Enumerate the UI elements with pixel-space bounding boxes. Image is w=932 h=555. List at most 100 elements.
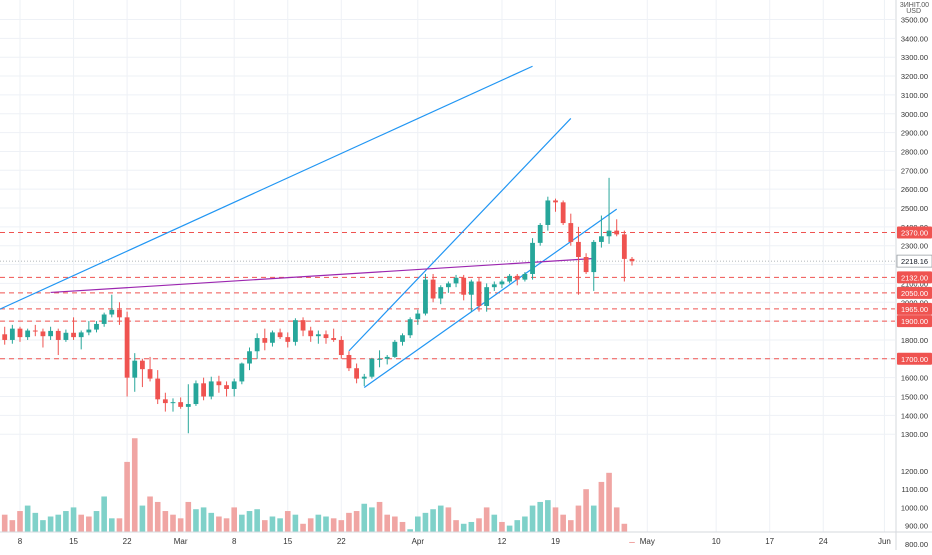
candle-body bbox=[453, 277, 459, 284]
volume-bar bbox=[407, 529, 413, 532]
volume-bar bbox=[78, 514, 84, 532]
volume-bar bbox=[430, 509, 436, 532]
candle-body bbox=[484, 287, 490, 307]
candle-body bbox=[9, 328, 15, 340]
price-tick-label: 3200.00 bbox=[901, 72, 928, 81]
candle-body bbox=[530, 242, 535, 274]
candle-body bbox=[117, 309, 122, 318]
candle-body bbox=[415, 313, 421, 320]
volume-bar bbox=[147, 496, 153, 532]
volume-bar bbox=[47, 516, 54, 532]
candle-body bbox=[32, 330, 38, 332]
volume-tick-label: 900.00 bbox=[905, 522, 928, 531]
volume-bar bbox=[269, 516, 276, 532]
volume-bar bbox=[590, 505, 597, 532]
volume-bar bbox=[552, 507, 559, 532]
volume-tick-label: 800.00 bbox=[905, 540, 928, 549]
volume-bar bbox=[468, 521, 475, 532]
candle-body bbox=[277, 332, 283, 338]
candle-body bbox=[109, 309, 115, 315]
price-tick-label: 1400.00 bbox=[901, 411, 928, 420]
volume-tick-label: 1200.00 bbox=[901, 467, 928, 476]
price-tick-label: 3000.00 bbox=[901, 110, 928, 119]
candle-body bbox=[499, 281, 505, 285]
volume-bar bbox=[101, 496, 107, 532]
volume-bar bbox=[598, 481, 605, 532]
time-tick-label: Jun bbox=[878, 537, 891, 546]
trendlines[interactable] bbox=[0, 65, 618, 388]
volume-bar bbox=[568, 520, 574, 532]
time-tick-label: 10 bbox=[712, 537, 721, 546]
volume-bar bbox=[24, 505, 31, 532]
candle-body bbox=[147, 369, 153, 379]
candle-body bbox=[71, 332, 76, 338]
resistance-line bbox=[50, 257, 594, 294]
last-price-label: 2218.16 bbox=[901, 257, 928, 266]
volume-bar bbox=[40, 520, 46, 532]
volume-bar bbox=[300, 523, 306, 532]
price-tick-label: 2700.00 bbox=[901, 166, 928, 175]
candle-body bbox=[446, 283, 451, 288]
volume-bar bbox=[346, 512, 352, 532]
candle-body bbox=[338, 339, 344, 356]
volume-bar bbox=[70, 507, 77, 532]
candle-body bbox=[239, 363, 245, 382]
level-price-tag bbox=[897, 315, 932, 328]
volume-bar bbox=[17, 511, 23, 532]
candle-body bbox=[25, 330, 31, 338]
price-tick-label: 1500.00 bbox=[901, 393, 928, 402]
candle-body bbox=[369, 358, 375, 377]
volume-bar bbox=[445, 507, 452, 532]
volume-bar bbox=[55, 514, 62, 532]
candle-body bbox=[140, 360, 145, 370]
candle-body bbox=[568, 223, 574, 242]
lower-channel-line bbox=[363, 208, 618, 388]
candle-body bbox=[614, 230, 620, 235]
time-axis[interactable]: 8 15 22 Mar 8 15 22 Apr 12 19 May 10 17 24 Jun bbox=[0, 531, 932, 546]
volume-bar bbox=[491, 514, 498, 532]
candle-body bbox=[201, 383, 206, 397]
level-price-tag bbox=[897, 352, 932, 365]
candle-body bbox=[430, 279, 436, 299]
volume-bar bbox=[86, 516, 92, 532]
price-tick-label: 1800.00 bbox=[901, 336, 928, 345]
level-price-tag bbox=[897, 226, 932, 239]
horizontal-levels bbox=[0, 232, 895, 360]
volume-bar bbox=[277, 518, 283, 532]
candle-body bbox=[599, 236, 604, 242]
level-price-label: 2050.00 bbox=[901, 289, 928, 298]
price-tick-label: 2900.00 bbox=[901, 129, 928, 138]
candle-body bbox=[17, 328, 23, 338]
volume-bar bbox=[422, 512, 429, 532]
volume-bar bbox=[216, 516, 222, 532]
candle-body bbox=[55, 330, 61, 340]
candle-body bbox=[63, 332, 69, 340]
volume-bar bbox=[514, 520, 521, 532]
middle-channel-line bbox=[348, 118, 572, 352]
volume-bar bbox=[606, 472, 612, 532]
volume-bar bbox=[284, 511, 291, 532]
time-tick-label: 15 bbox=[283, 537, 292, 546]
time-tick-label: 22 bbox=[337, 537, 346, 546]
price-tick-label: 3400.00 bbox=[901, 34, 928, 43]
candle-body bbox=[522, 273, 528, 280]
level-price-label: 1965.00 bbox=[901, 305, 928, 314]
candle-body bbox=[507, 275, 512, 282]
volume-bar bbox=[124, 461, 130, 532]
volume-bar bbox=[162, 511, 169, 532]
candle-body bbox=[560, 202, 566, 224]
candle-body bbox=[78, 332, 84, 338]
candle-body bbox=[392, 341, 398, 357]
volume-bar bbox=[193, 509, 199, 532]
volume-bar bbox=[483, 507, 490, 532]
volume-bar bbox=[185, 501, 192, 532]
volume-bar bbox=[529, 505, 536, 532]
volume-bar bbox=[315, 514, 322, 532]
candle-body bbox=[621, 234, 627, 259]
volume-bar bbox=[109, 518, 115, 532]
volume-bar bbox=[9, 520, 16, 532]
volume-bar bbox=[575, 505, 582, 532]
